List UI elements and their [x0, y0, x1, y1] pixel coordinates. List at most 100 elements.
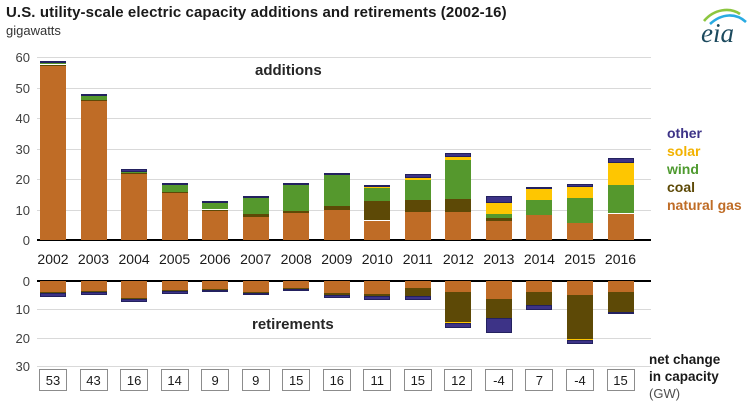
additions-bar-segment-natural-gas [161, 192, 188, 240]
retirements-bar-segment-natural-gas [526, 281, 553, 292]
additions-bar-segment-natural-gas [607, 213, 634, 240]
net-change-value-box: 7 [525, 369, 554, 391]
additions-bar-segment-natural-gas [121, 174, 148, 240]
retirements-bar-segment-other [202, 290, 229, 293]
retirements-bar-segment-coal [567, 294, 593, 339]
additions-bar-segment-coal [364, 201, 391, 221]
legend-item-natural-gas: natural gas [667, 197, 742, 213]
retirements-bar-segment-other [323, 294, 350, 298]
retirements-bar-segment-coal [445, 291, 472, 322]
retirements-section-label: retirements [252, 316, 334, 333]
x-axis-year-label: 2002 [37, 251, 69, 267]
additions-bar-segment-wind [404, 179, 431, 201]
net-change-caption-line2: in capacity [649, 369, 719, 384]
net-change-value-box: 12 [444, 369, 473, 391]
x-axis-year-label: 2004 [118, 251, 150, 267]
additions-bar-segment-coal [485, 218, 512, 221]
gridline [37, 148, 651, 150]
additions-bar-segment-natural-gas [485, 220, 512, 240]
additions-bar-segment-natural-gas [323, 209, 350, 240]
additions-bar-segment-wind [445, 160, 472, 200]
additions-bar-segment-other [283, 183, 310, 186]
retirements-bar-segment-coal [80, 290, 107, 292]
gridline [37, 118, 651, 119]
additions-section-label: additions [255, 62, 322, 79]
eia-logo: eia [701, 8, 747, 48]
additions-bar-segment-other [607, 158, 634, 164]
net-change-value-box: 9 [201, 369, 230, 391]
additions-bar-segment-wind [202, 201, 229, 210]
additions-bar-segment-other [445, 152, 472, 157]
additions-bar-segment-other [404, 173, 431, 179]
additions-bar-segment-natural-gas [364, 220, 391, 240]
retirements-bar-segment-coal [161, 290, 188, 292]
net-change-value-box: -4 [484, 369, 513, 391]
additions-bar-segment-other [40, 60, 66, 63]
additions-bar-segment-coal [40, 64, 66, 66]
retirements-bar-segment-natural-gas [567, 281, 593, 295]
retirements-bar-segment-coal [242, 291, 269, 294]
retirements-bar-segment-other [445, 322, 472, 329]
additions-bar-segment-wind [242, 197, 269, 215]
additions-bar-segment-other [80, 93, 107, 96]
gridline [37, 366, 651, 367]
retirements-bar-segment-natural-gas [607, 281, 634, 292]
retirements-bar-segment-natural-gas [121, 281, 148, 298]
retirements-bar-segment-solar [445, 321, 472, 323]
retirements-bar-segment-coal [283, 287, 310, 289]
additions-bar-segment-natural-gas [40, 65, 66, 240]
retirements-bar-segment-other [80, 291, 107, 295]
net-change-value-box: 16 [120, 369, 149, 391]
additions-bar-segment-solar [567, 186, 593, 198]
additions-bar-segment-other [202, 200, 229, 203]
net-change-value-box: 9 [241, 369, 270, 391]
net-change-value-box: 15 [403, 369, 432, 391]
gridline [37, 309, 651, 311]
net-change-value-box: -4 [566, 369, 594, 391]
x-axis-year-label: 2008 [280, 251, 312, 267]
additions-bar-segment-wind [121, 171, 148, 173]
retirements-bar-segment-other [121, 299, 148, 302]
additions-bar-segment-wind [161, 184, 188, 192]
retirements-bar-segment-coal [323, 293, 350, 295]
gridline [37, 87, 651, 89]
additions-bar-segment-natural-gas [202, 211, 229, 240]
retirements-bar-segment-other [242, 293, 269, 296]
additions-bar-segment-natural-gas [567, 222, 593, 240]
legend-item-solar: solar [667, 143, 701, 159]
retirements-bar-segment-other [364, 296, 391, 301]
eia-logo-green-arc [703, 8, 741, 22]
y-axis-tick-label: 20 [15, 172, 30, 187]
additions-bar-segment-other [485, 196, 512, 204]
additions-bar-segment-coal [202, 209, 229, 212]
retirements-bar-segment-coal [404, 288, 431, 297]
additions-bar-segment-natural-gas [80, 101, 107, 240]
net-change-value-box: 43 [79, 369, 108, 391]
x-axis-year-label: 2015 [564, 251, 596, 267]
x-axis-year-label: 2006 [199, 251, 231, 267]
x-axis-year-label: 2012 [442, 251, 474, 267]
net-change-caption-line1: net change [649, 352, 721, 367]
eia-logo-text: eia [701, 18, 734, 48]
additions-bar-segment-other [121, 168, 148, 172]
x-axis-year-label: 2003 [77, 251, 110, 267]
y-axis-tick-label: 30 [15, 141, 30, 157]
additions-bar-segment-solar [607, 163, 634, 186]
retirements-bar-segment-other [485, 318, 512, 333]
additions-bar-segment-wind [526, 200, 553, 215]
additions-bar-segment-other [242, 195, 269, 198]
additions-bar-segment-natural-gas [526, 215, 553, 240]
gridline [37, 57, 651, 58]
legend-item-wind: wind [667, 161, 699, 177]
retirements-bar-segment-solar [567, 338, 593, 340]
net-change-value-box: 16 [322, 369, 351, 391]
legend-item-other: other [667, 125, 702, 141]
net-change-value-box: 14 [160, 369, 189, 391]
retirements-bar-segment-natural-gas [323, 281, 350, 294]
x-axis-year-label: 2016 [604, 251, 637, 267]
retirements-bar-segment-natural-gas [40, 281, 66, 292]
retirements-bar-segment-natural-gas [80, 281, 107, 291]
retirements-bar-segment-natural-gas [242, 281, 269, 292]
additions-bar-segment-coal [161, 191, 188, 193]
additions-bar-segment-natural-gas [242, 217, 269, 240]
